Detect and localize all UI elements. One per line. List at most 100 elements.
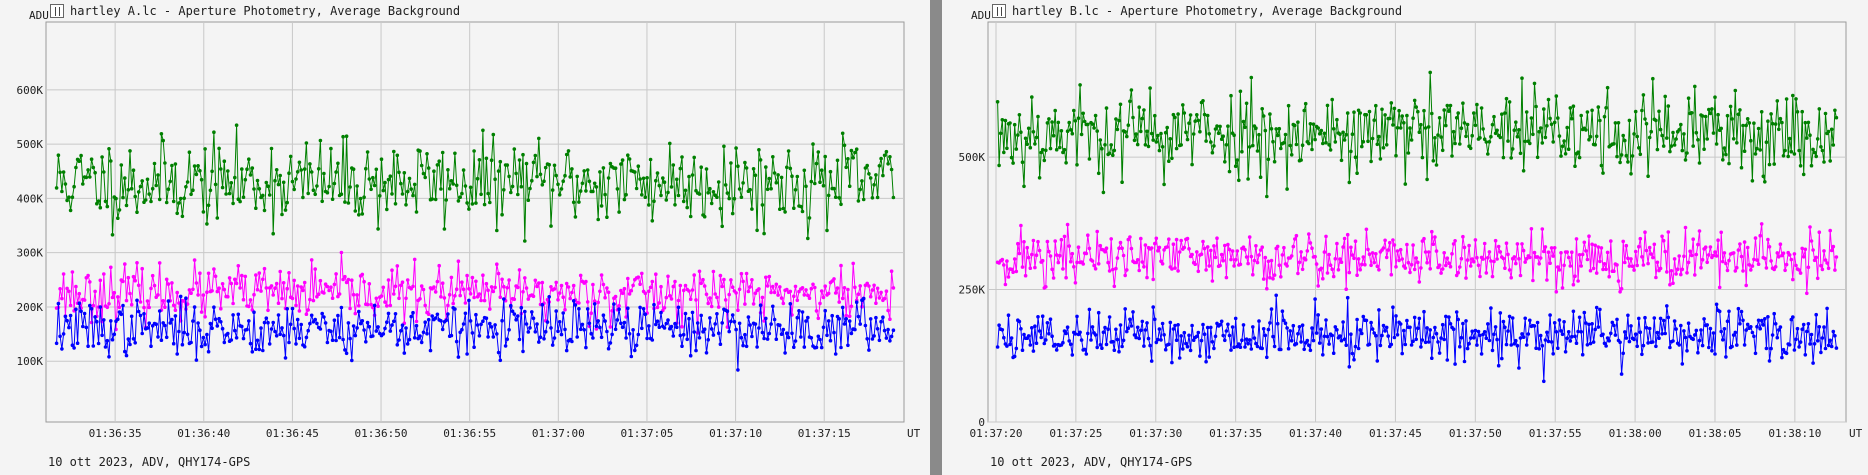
data-point <box>1187 247 1191 251</box>
data-point <box>1011 270 1015 275</box>
data-point <box>1801 172 1806 177</box>
data-point <box>360 212 365 216</box>
data-point <box>1719 230 1723 235</box>
data-point <box>1503 325 1507 330</box>
data-point <box>481 128 485 133</box>
data-point <box>507 278 511 282</box>
data-point <box>856 314 861 319</box>
data-point <box>1227 169 1232 174</box>
data-point <box>1470 133 1474 138</box>
y-tick-label: 500K <box>17 138 44 151</box>
data-point <box>79 309 83 314</box>
data-point <box>1345 111 1350 115</box>
data-point <box>725 191 730 195</box>
data-point <box>79 153 83 158</box>
data-point <box>1554 94 1559 98</box>
data-point <box>1472 259 1476 264</box>
data-point <box>1509 343 1513 347</box>
data-point <box>638 305 642 310</box>
data-point <box>189 340 193 345</box>
data-point <box>543 165 548 170</box>
data-point <box>440 281 445 286</box>
x-tick-label: 01:36:45 <box>266 427 319 440</box>
data-point <box>1135 325 1140 330</box>
data-point <box>1623 330 1627 334</box>
data-point <box>1171 327 1176 331</box>
data-point <box>881 173 885 178</box>
data-point <box>1717 285 1722 290</box>
y-tick-label: 400K <box>17 192 44 205</box>
data-point <box>128 291 132 296</box>
data-point <box>1132 333 1137 337</box>
data-point <box>655 319 660 324</box>
data-point <box>1420 338 1425 342</box>
data-point <box>1655 330 1660 335</box>
data-point <box>1121 253 1126 258</box>
data-point <box>741 279 745 284</box>
data-point <box>781 327 786 332</box>
data-point <box>1249 254 1254 259</box>
data-point <box>596 300 600 305</box>
data-point <box>163 323 167 328</box>
data-point <box>353 209 358 213</box>
data-point <box>683 311 688 316</box>
data-point <box>730 313 735 317</box>
data-point <box>1324 140 1328 145</box>
data-point <box>1557 268 1562 272</box>
data-point <box>760 203 765 207</box>
data-point <box>1495 337 1499 342</box>
data-point <box>762 336 766 341</box>
data-point <box>1050 120 1054 124</box>
data-point <box>751 302 756 306</box>
data-point <box>475 323 480 327</box>
data-point <box>1546 97 1551 102</box>
data-point <box>1666 230 1671 234</box>
data-point <box>1764 140 1769 144</box>
data-point <box>1009 267 1014 272</box>
data-point <box>1280 309 1285 314</box>
data-point <box>1188 113 1193 117</box>
data-point <box>1823 111 1828 116</box>
data-point <box>1629 172 1633 176</box>
data-point <box>419 340 424 345</box>
data-point <box>412 257 417 262</box>
data-point <box>280 296 284 301</box>
data-point <box>1103 325 1107 330</box>
data-point <box>1795 326 1800 331</box>
data-point <box>704 351 709 355</box>
data-point <box>1661 238 1666 243</box>
data-point <box>316 292 321 297</box>
data-point <box>1722 327 1727 331</box>
data-point <box>1542 107 1546 111</box>
data-point <box>778 285 782 289</box>
data-point <box>281 281 286 285</box>
data-point <box>645 176 649 180</box>
data-point <box>136 309 141 314</box>
data-point <box>1283 321 1288 326</box>
data-point <box>1599 163 1604 168</box>
data-point <box>421 330 426 335</box>
data-point <box>1386 334 1390 338</box>
data-point <box>306 191 311 196</box>
data-point <box>1445 256 1450 261</box>
data-point <box>442 227 447 231</box>
data-point <box>643 195 648 199</box>
data-point <box>1461 234 1465 239</box>
data-point <box>1299 250 1303 254</box>
data-point <box>229 281 234 286</box>
data-point <box>549 224 553 228</box>
data-point <box>1758 326 1762 331</box>
data-point <box>813 285 817 290</box>
data-point <box>199 344 204 349</box>
data-point <box>556 298 560 302</box>
data-point <box>1551 140 1555 144</box>
data-point <box>1524 256 1529 261</box>
data-point <box>351 167 356 171</box>
data-point <box>617 304 621 308</box>
data-point <box>1644 248 1649 253</box>
data-point <box>706 191 710 195</box>
x-tick-label: 01:36:55 <box>443 427 496 440</box>
data-point <box>608 341 613 345</box>
data-point <box>1817 325 1822 329</box>
data-point <box>1602 262 1607 266</box>
